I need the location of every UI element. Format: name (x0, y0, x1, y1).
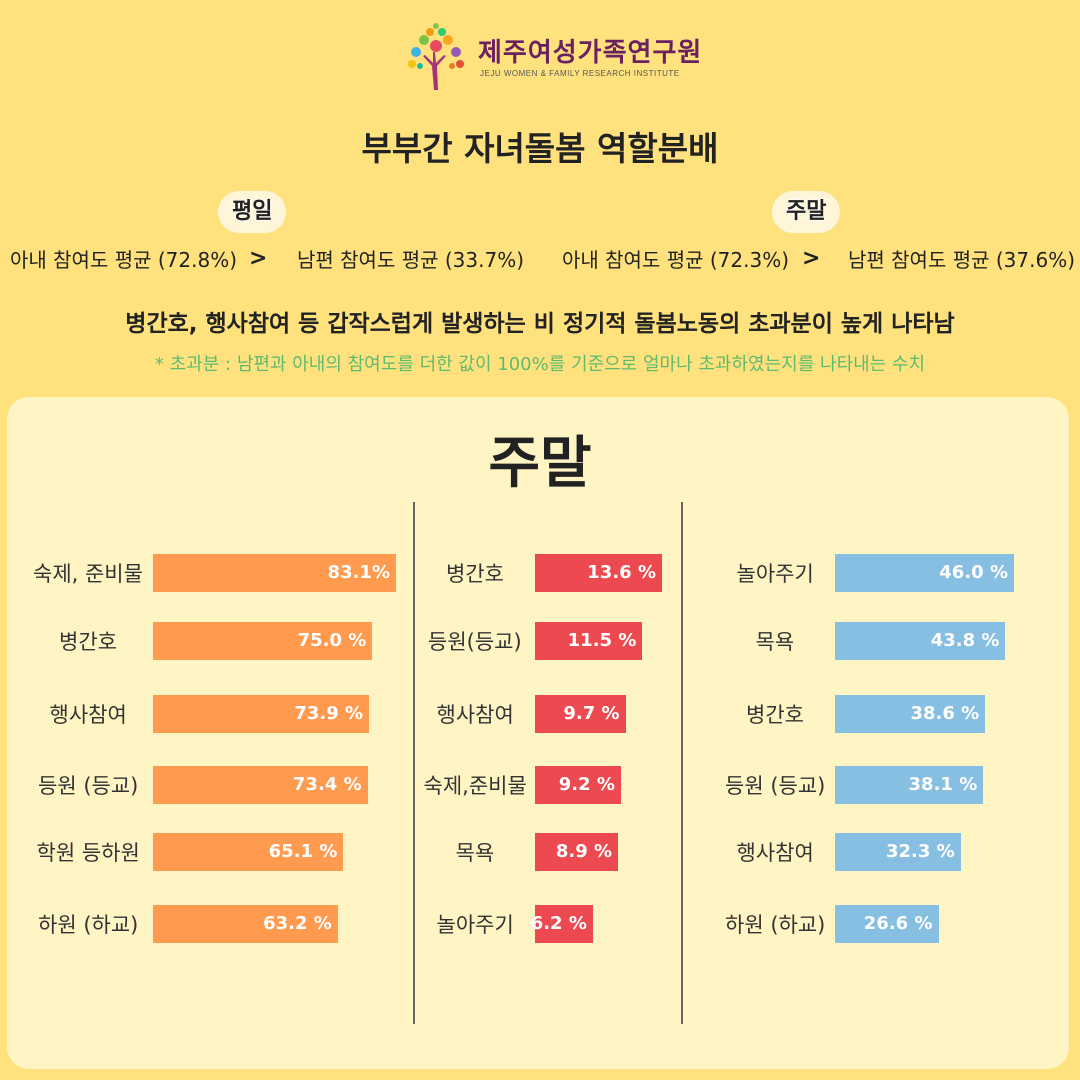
weekend-label: 주말 (786, 199, 827, 224)
bar-value-label: 46.0 % (939, 562, 1008, 583)
bar: 73.4 % (153, 766, 368, 804)
bar: 9.2 % (535, 766, 621, 804)
bar-value-label: 83.1% (327, 562, 390, 583)
bar-value-label: 75.0 % (297, 630, 367, 651)
bar-category-label: 병간호 (746, 703, 804, 727)
bar-category-label: 학원 등하원 (36, 841, 140, 865)
column-divider-left (413, 502, 415, 1024)
bar: 6.2 % (531, 905, 593, 943)
bar: 38.6 % (835, 695, 986, 733)
bar-value-label: 6.2 % (530, 913, 587, 934)
bar-category-label: 행사참여 (736, 841, 814, 865)
weekend-wife-average: 아내 참여도 평균 (72.3%) (562, 248, 790, 272)
footnote: * 초과분 : 남편과 아내의 참여도를 더한 값이 100%를 기준으로 얼마… (154, 354, 926, 375)
bar: 75.0 % (153, 622, 373, 660)
weekday-greater-than: > (249, 246, 268, 271)
weekday-label: 평일 (232, 199, 273, 224)
weekend-husband-average: 남편 참여도 평균 (37.6%) (848, 248, 1076, 272)
bar: 65.1 % (153, 833, 344, 871)
weekday-badge: 평일 (218, 191, 287, 233)
bar-category-label: 병간호 (446, 562, 504, 586)
weekend-badge: 주말 (772, 191, 841, 233)
bar: 26.6 % (835, 905, 939, 943)
bar-value-label: 32.3 % (885, 841, 955, 862)
bar-value-label: 38.6 % (910, 703, 980, 724)
bar: 11.5 % (535, 622, 643, 660)
bar-value-label: 43.8 % (930, 630, 1000, 651)
bar: 32.3 % (835, 833, 961, 871)
bar-category-label: 병간호 (59, 630, 117, 654)
panel-title: 주말 (488, 431, 592, 496)
bar-category-label: 숙제, 준비물 (33, 562, 143, 586)
bar-category-label: 하원 (하교) (725, 913, 826, 937)
bar-category-label: 등원(등교) (428, 630, 522, 654)
bar: 63.2 % (153, 905, 338, 943)
bar-category-label: 등원 (등교) (725, 774, 826, 798)
page-title: 부부간 자녀돌봄 역할분배 (361, 129, 719, 168)
logo-subtitle: JEJU WOMEN & FAMILY RESEARCH INSTITUTE (480, 69, 680, 78)
bar: 43.8 % (835, 622, 1006, 660)
bar: 46.0 % (835, 554, 1014, 592)
bar-category-label: 목욕 (755, 630, 795, 654)
bar-value-label: 11.5 % (567, 630, 637, 651)
chart-panel (7, 397, 1069, 1069)
weekday-wife-average: 아내 참여도 평균 (72.8%) (10, 248, 238, 272)
bar-value-label: 13.6 % (587, 562, 656, 583)
weekday-husband-average: 남편 참여도 평균 (33.7%) (297, 248, 525, 272)
bar-value-label: 65.1 % (268, 841, 338, 862)
bar-category-label: 하원 (하교) (38, 913, 139, 937)
bar-value-label: 9.7 % (563, 703, 620, 724)
bar-value-label: 38.1 % (908, 774, 978, 795)
headline: 병간호, 행사참여 등 갑작스럽게 발생하는 비 정기적 돌봄노동의 초과분이 … (125, 311, 955, 337)
bar-value-label: 63.2 % (263, 913, 332, 934)
column-divider-right (681, 502, 683, 1024)
bar-value-label: 9.2 % (558, 774, 615, 795)
bar: 73.9 % (153, 695, 370, 733)
logo-name: 제주여성가족연구원 (478, 38, 703, 68)
bar: 8.9 % (535, 833, 619, 871)
bar-category-label: 등원 (등교) (38, 774, 139, 798)
bar-value-label: 26.6 % (863, 913, 933, 934)
bar-category-label: 숙제,준비물 (423, 774, 527, 798)
bar: 83.1% (153, 554, 396, 592)
bar: 13.6 % (535, 554, 662, 592)
bar-category-label: 놀아주기 (736, 562, 814, 586)
bar-category-label: 놀아주기 (436, 913, 514, 937)
tree-logo-icon (408, 23, 464, 90)
bar-value-label: 73.4 % (292, 774, 362, 795)
bar-category-label: 행사참여 (436, 703, 514, 727)
weekend-greater-than: > (802, 246, 821, 271)
bar: 9.7 % (535, 695, 626, 733)
bar: 38.1 % (835, 766, 984, 804)
bar-category-label: 목욕 (455, 841, 495, 865)
bar-value-label: 73.9 % (294, 703, 364, 724)
bar-category-label: 행사참여 (49, 703, 127, 727)
institute-logo: 제주여성가족연구원 JEJU WOMEN & FAMILY RESEARCH I… (400, 22, 703, 94)
bar-value-label: 8.9 % (555, 841, 613, 862)
